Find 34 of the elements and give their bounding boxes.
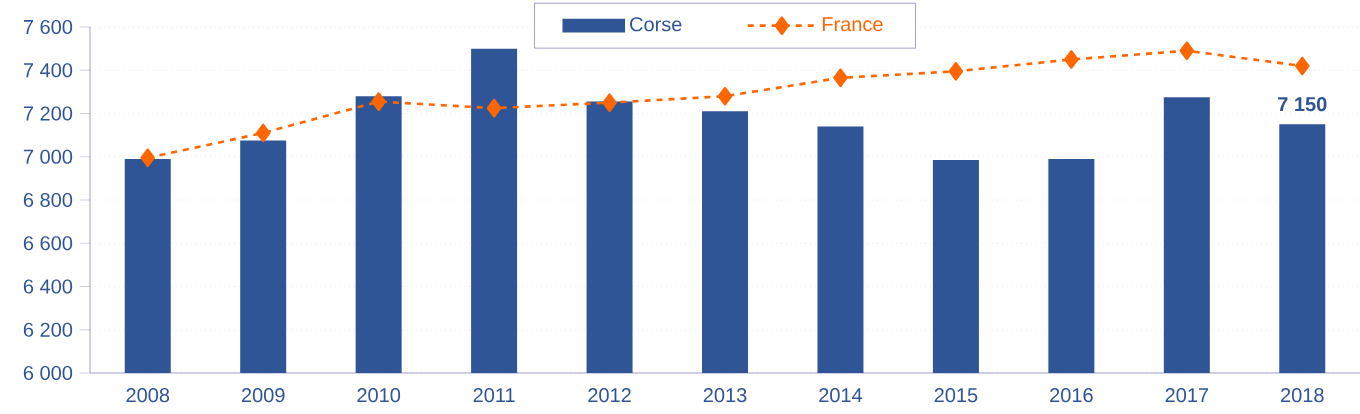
point [833, 68, 848, 88]
x-tick-label: 2008 [126, 388, 170, 403]
point [602, 93, 617, 112]
point [1179, 41, 1195, 61]
legend-label: Corse [630, 17, 682, 32]
x-tick-label: 2015 [934, 388, 978, 403]
x-tick-label: 2011 [473, 388, 515, 403]
y-tick-label: 6 200 [23, 322, 73, 337]
point [371, 92, 386, 111]
x-tick-label: 2016 [1050, 388, 1093, 403]
y-tick-label: 6 000 [23, 365, 73, 381]
x-tick-label: 2018 [1281, 388, 1324, 403]
point [1294, 56, 1310, 76]
x-tick-label: 2017 [1165, 388, 1209, 403]
y-tick-label: 6 400 [23, 279, 73, 294]
legend-label: France [822, 17, 883, 32]
point [717, 86, 733, 106]
x-tick-label: 2010 [357, 388, 401, 403]
x-tick-label: 2014 [819, 388, 863, 403]
point [255, 123, 271, 143]
point [140, 148, 156, 168]
y-tick-label: 6 600 [23, 236, 73, 251]
point [948, 62, 964, 81]
x-tick-label: 2013 [703, 388, 747, 403]
point [1064, 50, 1079, 69]
y-tick-label: 7 200 [23, 106, 73, 121]
x-tick-label: 2009 [241, 388, 285, 403]
y-tick-label: 7 400 [23, 63, 73, 78]
y-tick-label: 7 000 [23, 149, 73, 164]
y-tick-label: 6 800 [23, 192, 73, 208]
x-tick-label: 2012 [588, 388, 631, 403]
data-label: 7 150 [1278, 97, 1327, 112]
point [486, 98, 502, 118]
y-tick-label: 7 600 [23, 19, 73, 35]
